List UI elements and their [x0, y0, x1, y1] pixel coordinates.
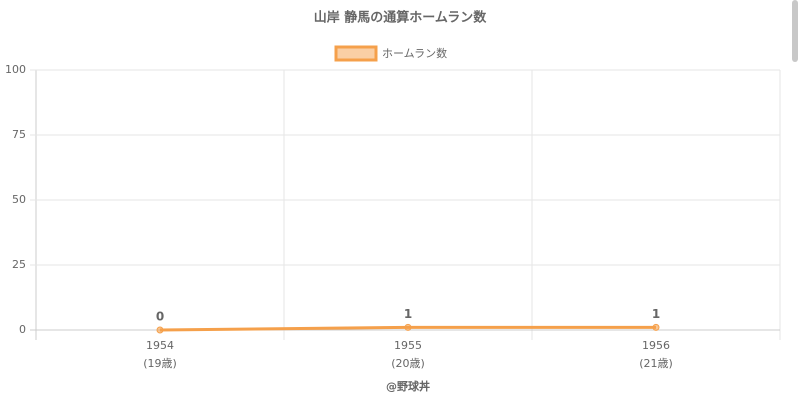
x-tick-label: 1955 [394, 339, 422, 352]
x-tick-label: 1956 [642, 339, 670, 352]
legend-label: ホームラン数 [382, 47, 447, 60]
x-tick-label: 1954 [146, 339, 174, 352]
y-tick-label: 25 [12, 258, 26, 271]
scrollbar[interactable] [792, 0, 798, 62]
x-tick-sublabel: (19歳) [143, 357, 177, 370]
y-tick-label: 0 [19, 323, 26, 336]
x-tick-sublabel: (21歳) [639, 357, 673, 370]
x-tick-sublabel: (20歳) [391, 357, 425, 370]
y-tick-label: 100 [5, 63, 26, 76]
y-tick-label: 75 [12, 128, 26, 141]
data-label: 1 [652, 307, 660, 321]
point [652, 323, 660, 331]
x-axis-title: @野球丼 [386, 379, 430, 393]
y-tick-label: 50 [12, 193, 26, 206]
data-label: 0 [156, 310, 164, 324]
point [404, 323, 412, 331]
legend-swatch [334, 45, 378, 62]
point [156, 326, 164, 334]
chart-title: 山岸 静馬の通算ホームラン数 [314, 10, 487, 26]
data-label: 1 [404, 307, 412, 321]
